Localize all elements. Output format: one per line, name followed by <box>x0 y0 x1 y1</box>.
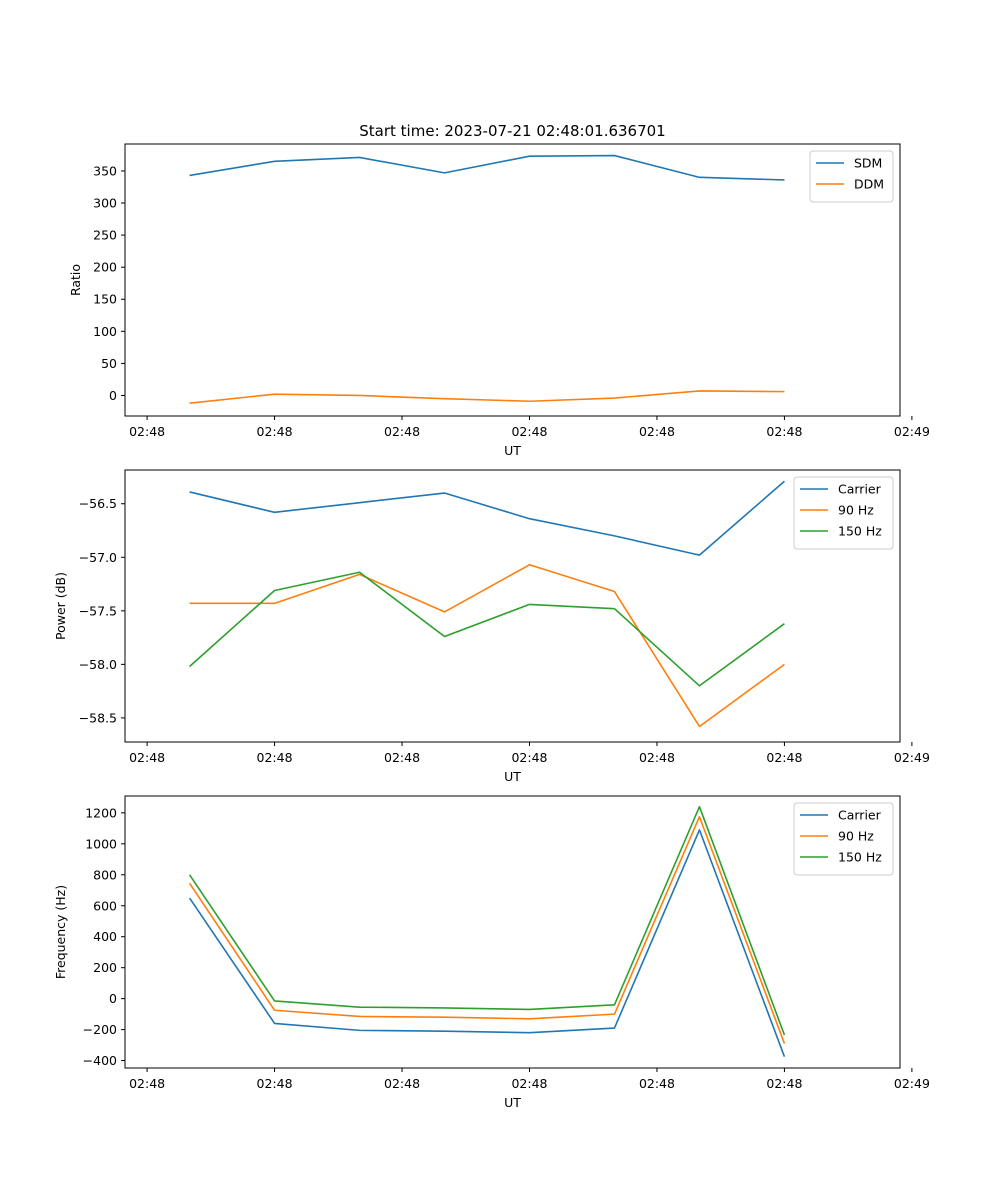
frequency-y-tick-label: 0 <box>109 991 117 1006</box>
power-x-tick-label: 02:48 <box>639 750 675 765</box>
ratio-y-tick-label: 150 <box>93 292 117 307</box>
frequency-legend-label-150-hz: 150 Hz <box>838 850 882 865</box>
ratio-series-sdm <box>189 154 785 181</box>
frequency-x-tick-label: 02:48 <box>766 1076 802 1091</box>
frequency-y-tick-label: −200 <box>83 1022 117 1037</box>
frequency-y-tick-label: −400 <box>83 1053 117 1068</box>
ratio-y-axis-label: Ratio <box>68 264 83 296</box>
frequency-y-tick-label: 600 <box>93 898 117 913</box>
frequency-series-150-hz <box>188 805 786 1036</box>
ratio-y-tick-label: 100 <box>93 324 117 339</box>
power-y-tick-label: −57.0 <box>79 550 117 565</box>
power-x-axis-label: UT <box>504 769 521 784</box>
power-legend-label-90-hz: 90 Hz <box>838 503 874 518</box>
power-x-tick-label: 02:48 <box>257 750 293 765</box>
ratio-x-tick-label: 02:48 <box>639 424 675 439</box>
frequency-x-axis-label: UT <box>504 1095 521 1110</box>
frequency-y-tick-label: 200 <box>93 960 117 975</box>
frequency-x-tick-label: 02:48 <box>384 1076 420 1091</box>
power-series-carrier <box>189 480 785 556</box>
power-series-90-hz <box>189 563 785 728</box>
ratio-y-tick-label: 0 <box>109 388 117 403</box>
power-x-tick-label: 02:48 <box>129 750 165 765</box>
frequency-y-tick-label: 800 <box>93 867 117 882</box>
ratio-y-tick-label: 50 <box>101 356 117 371</box>
frequency-y-axis-label: Frequency (Hz) <box>53 885 68 979</box>
power-series-150-hz <box>189 571 785 687</box>
ratio-y-tick-label: 250 <box>93 228 117 243</box>
frequency-axes-frame <box>124 795 901 1069</box>
ratio-y-tick-label: 350 <box>93 163 117 178</box>
frequency-y-tick-label: 400 <box>93 929 117 944</box>
frequency-x-tick-label: 02:48 <box>129 1076 165 1091</box>
ratio-series-ddm <box>189 390 785 404</box>
ratio-x-tick-label: 02:49 <box>894 424 930 439</box>
frequency-legend-label-90-hz: 90 Hz <box>838 829 874 844</box>
frequency-x-tick-label: 02:48 <box>639 1076 675 1091</box>
power-x-tick-label: 02:48 <box>384 750 420 765</box>
power-legend-label-carrier: Carrier <box>838 482 882 497</box>
power-y-axis-label: Power (dB) <box>53 572 68 640</box>
chart-title: Start time: 2023-07-21 02:48:01.636701 <box>359 122 665 140</box>
frequency-x-tick-label: 02:48 <box>511 1076 547 1091</box>
power-y-tick-label: −58.0 <box>79 657 117 672</box>
ratio-x-tick-label: 02:48 <box>129 424 165 439</box>
frequency-x-tick-label: 02:49 <box>894 1076 930 1091</box>
power-legend-label-150-hz: 150 Hz <box>838 524 882 539</box>
frequency-x-tick-label: 02:48 <box>257 1076 293 1091</box>
ratio-x-tick-label: 02:48 <box>511 424 547 439</box>
power-y-tick-label: −58.5 <box>79 710 117 725</box>
ratio-legend-label-sdm: SDM <box>854 156 882 171</box>
power-y-tick-label: −57.5 <box>79 603 117 618</box>
ratio-x-tick-label: 02:48 <box>257 424 293 439</box>
frequency-series-90-hz <box>188 815 786 1044</box>
frequency-y-tick-label: 1200 <box>85 805 117 820</box>
frequency-series-carrier <box>188 829 786 1057</box>
ratio-x-axis-label: UT <box>504 443 521 458</box>
ratio-y-tick-label: 200 <box>93 260 117 275</box>
power-x-tick-label: 02:49 <box>894 750 930 765</box>
frequency-legend-label-carrier: Carrier <box>838 808 882 823</box>
ratio-y-tick-label: 300 <box>93 196 117 211</box>
power-y-tick-label: −56.5 <box>79 496 117 511</box>
ratio-x-tick-label: 02:48 <box>384 424 420 439</box>
panel-power: −56.5 −57.0 −57.5 −58.0 −58.5 02:48 02:48 02:48… <box>53 469 930 784</box>
panel-frequency: 1200 1000 800 600 400 200 0 −200 −400 02:48 02:48 0… <box>53 795 930 1110</box>
power-x-tick-label: 02:48 <box>766 750 802 765</box>
ratio-axes-frame <box>124 143 901 417</box>
ratio-legend-label-ddm: DDM <box>854 177 884 192</box>
frequency-y-tick-label: 1000 <box>85 836 117 851</box>
panel-ratio: 0 50 100 150 200 250 300 350 02:48 02:48 02:48 02:4… <box>68 143 930 458</box>
power-x-tick-label: 02:48 <box>511 750 547 765</box>
ratio-x-tick-label: 02:48 <box>766 424 802 439</box>
power-axes-frame <box>124 469 901 743</box>
